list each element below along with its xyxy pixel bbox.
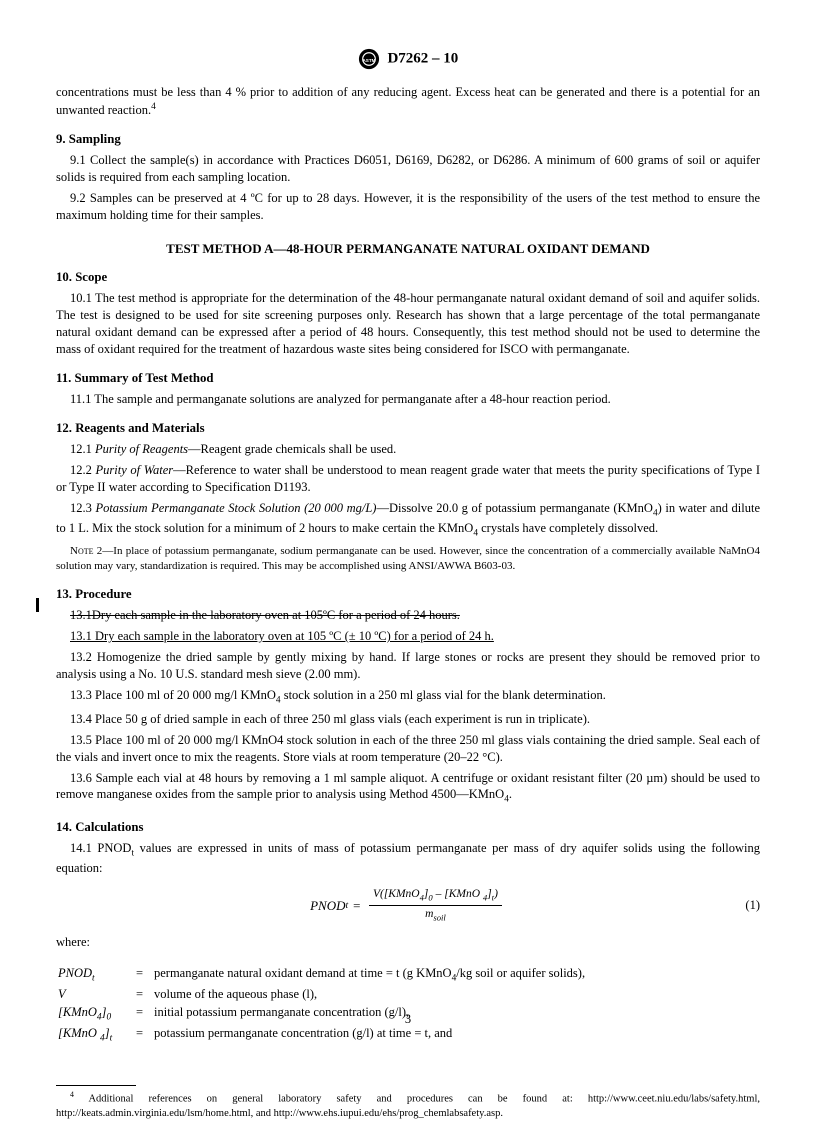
section-11-head: 11. Summary of Test Method (56, 370, 760, 387)
section-12-head: 12. Reagents and Materials (56, 420, 760, 437)
footnote-4: 4 Additional references on general labor… (56, 1090, 760, 1121)
para-14-1: 14.1 PNODt values are expressed in units… (56, 840, 760, 877)
intro-para: concentrations must be less than 4 % pri… (56, 84, 760, 119)
page-number: 3 (0, 1011, 816, 1028)
para-13-6: 13.6 Sample each vial at 48 hours by rem… (56, 770, 760, 807)
para-13-1-struck: 13.1Dry each sample in the laboratory ov… (56, 607, 760, 624)
svg-text:ASTM: ASTM (362, 58, 375, 63)
para-9-2: 9.2 Samples can be preserved at 4 ºC for… (56, 190, 760, 224)
section-10-head: 10. Scope (56, 269, 760, 286)
note-2: Note 2—In place of potassium permanganat… (56, 544, 760, 574)
para-13-5: 13.5 Place 100 ml of 20 000 mg/l KMnO4 s… (56, 732, 760, 766)
where-label: where: (56, 934, 760, 951)
equation-1: PNODt = V([KMnO4]0 – [KMnO 4]t) msoil (1… (56, 887, 760, 924)
def-row: PNODt = permanganate natural oxidant dem… (58, 965, 760, 985)
para-13-4: 13.4 Place 50 g of dried sample in each … (56, 711, 760, 728)
def-row: V = volume of the aqueous phase (l), (58, 986, 760, 1003)
change-bar-icon (36, 598, 39, 612)
para-11-1: 11.1 The sample and permanganate solutio… (56, 391, 760, 408)
section-14-head: 14. Calculations (56, 819, 760, 836)
section-9-head: 9. Sampling (56, 131, 760, 148)
method-a-title: TEST METHOD A—48-HOUR PERMANGANATE NATUR… (56, 240, 760, 258)
para-9-1: 9.1 Collect the sample(s) in accordance … (56, 152, 760, 186)
section-13-head: 13. Procedure (56, 586, 760, 603)
para-13-3: 13.3 Place 100 ml of 20 000 mg/l KMnO4 s… (56, 687, 760, 707)
astm-logo-icon: ASTM (358, 48, 380, 70)
para-13-2: 13.2 Homogenize the dried sample by gent… (56, 649, 760, 683)
para-10-1: 10.1 The test method is appropriate for … (56, 290, 760, 358)
equation-number: (1) (745, 897, 760, 914)
document-header: ASTM D7262 – 10 (56, 48, 760, 70)
para-13-1-added: 13.1 Dry each sample in the laboratory o… (56, 628, 760, 645)
footnote-rule (56, 1085, 136, 1086)
definitions-table: PNODt = permanganate natural oxidant dem… (58, 965, 760, 1045)
para-12-1: 12.1 Purity of Reagents—Reagent grade ch… (56, 441, 760, 458)
para-12-2: 12.2 Purity of Water—Reference to water … (56, 462, 760, 496)
designation: D7262 – 10 (387, 50, 458, 66)
para-12-3: 12.3 Potassium Permanganate Stock Soluti… (56, 500, 760, 540)
